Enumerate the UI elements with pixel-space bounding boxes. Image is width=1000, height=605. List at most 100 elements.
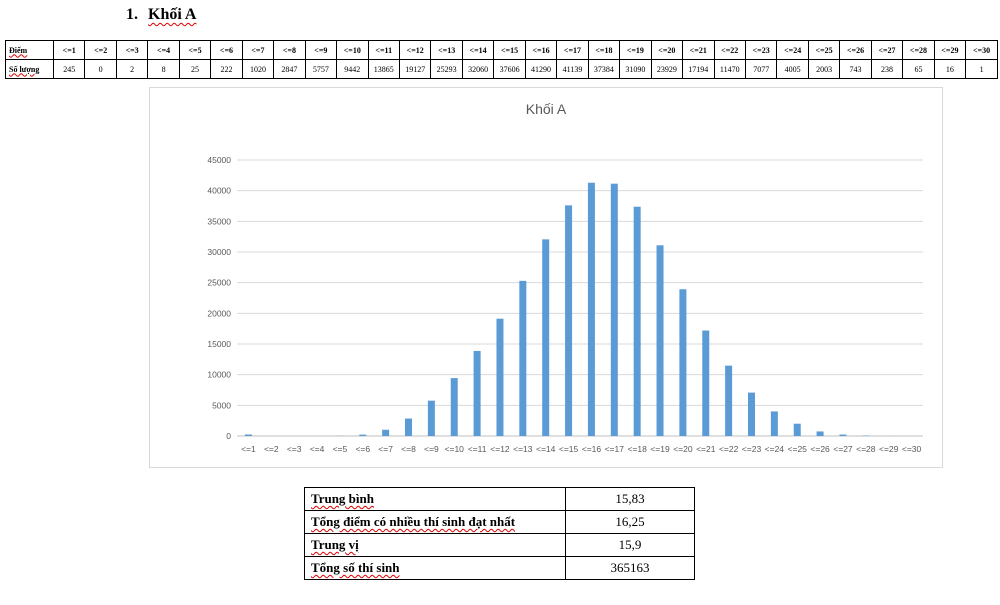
bar	[427, 400, 435, 436]
x-tick-label: <=15	[559, 444, 579, 454]
bar	[748, 392, 755, 436]
score-bucket-header: <=30	[965, 40, 998, 60]
x-tick-label: <=17	[605, 444, 625, 454]
score-bucket-header: <=28	[902, 40, 935, 60]
score-bucket-count: 17194	[682, 59, 715, 79]
stat-label: Tổng điểm có nhiều thí sinh đạt nhất	[304, 510, 566, 534]
score-bucket-header: <=22	[713, 40, 746, 60]
bar	[839, 434, 847, 436]
stat-row: Trung bình 15,83	[304, 487, 695, 511]
bar	[656, 245, 664, 436]
score-bucket-header: <=6	[210, 40, 243, 60]
y-tick-label: 30000	[207, 247, 231, 257]
bar	[702, 330, 710, 436]
score-bucket-count: 19127	[398, 59, 432, 79]
statistics-table: Trung bình 15,83 Tổng điểm có nhiều thí si…	[304, 487, 695, 580]
bar	[610, 183, 618, 436]
bar	[244, 434, 252, 436]
bar-chart: Khối A 0 5000 10000 15000 20000 25000 30000 350…	[207, 101, 923, 454]
score-bucket-header: <=13	[430, 40, 463, 60]
y-tick-label: 5000	[212, 400, 231, 410]
score-bucket-count: 4005	[776, 59, 809, 79]
chart-container: Khối A 0 5000 10000 15000 20000 25000 30000 350…	[149, 87, 943, 468]
x-tick-label: <=18	[627, 444, 647, 454]
bar	[725, 365, 733, 436]
x-tick-label: <=22	[719, 444, 739, 454]
x-tick-label: <=7	[378, 444, 393, 454]
y-tick-label: 35000	[207, 216, 231, 226]
score-bucket-header: <=27	[870, 40, 904, 60]
score-bucket-count: 222	[210, 59, 243, 79]
section-number: 1.	[126, 6, 138, 23]
score-bucket-count: 25	[178, 59, 212, 79]
x-tick-label: <=27	[833, 444, 853, 454]
x-tick-label: <=28	[856, 444, 876, 454]
score-bucket-count: 2847	[273, 59, 306, 79]
score-bucket-count: 25293	[430, 59, 463, 79]
x-tick-label: <=24	[765, 444, 785, 454]
bar	[770, 411, 778, 436]
stat-label-text: Trung bình	[311, 491, 374, 506]
score-bucket-count: 9442	[336, 59, 369, 79]
score-bucket-header: <=9	[304, 40, 338, 60]
score-bucket-header: <=7	[241, 40, 275, 60]
stat-label-text: Tổng điểm có nhiều thí sinh đạt nhất	[311, 514, 516, 529]
score-bucket-header: <=20	[650, 40, 684, 60]
stat-value: 15,9	[565, 533, 695, 557]
score-bucket-header: <=17	[556, 40, 589, 60]
score-bucket-count: 8	[147, 59, 180, 79]
bar	[565, 205, 573, 436]
x-tick-label: <=14	[536, 444, 556, 454]
stat-label-text: Trung vị	[311, 537, 359, 552]
bar	[679, 289, 687, 436]
score-bucket-header: <=10	[336, 40, 369, 60]
x-tick-label: <=2	[264, 444, 279, 454]
score-bucket-count: 2003	[807, 59, 841, 79]
score-bucket-count: 37384	[587, 59, 621, 79]
y-tick-label: 10000	[207, 370, 231, 380]
score-bucket-count: 743	[839, 59, 872, 79]
score-header-row: Điểm <=1 <=2 <=3 <=4 <=5 <=6 <=7 <=8 <=9 <=10 <=11…	[5, 40, 998, 60]
score-bucket-header: <=8	[273, 40, 306, 60]
stat-row: Trung vị 15,9	[304, 533, 695, 557]
y-tick-label: 15000	[207, 339, 231, 349]
score-bucket-header: <=3	[115, 40, 149, 60]
x-tick-label: <=29	[879, 444, 899, 454]
score-bucket-header: <=24	[776, 40, 809, 60]
x-tick-label: <=10	[445, 444, 465, 454]
stat-label-text: Tổng số thí sinh	[311, 560, 400, 575]
score-bucket-count: 2	[115, 59, 149, 79]
score-bucket-count: 11470	[713, 59, 746, 79]
score-bucket-header: <=5	[178, 40, 212, 60]
x-tick-label: <=8	[401, 444, 416, 454]
score-bucket-header: <=19	[619, 40, 652, 60]
x-tick-label: <=23	[742, 444, 762, 454]
y-tick-label: 0	[226, 431, 231, 441]
score-bucket-header: <=2	[84, 40, 117, 60]
x-tick-label: <=12	[490, 444, 510, 454]
bar	[633, 206, 641, 436]
x-tick-label: <=1	[241, 444, 256, 454]
stat-row: Tổng số thí sinh 365163	[304, 556, 695, 580]
score-bucket-header: <=21	[682, 40, 715, 60]
stat-value: 16,25	[565, 510, 695, 534]
score-distribution-table: Điểm <=1 <=2 <=3 <=4 <=5 <=6 <=7 <=8 <=9 <=10 <=11…	[5, 40, 998, 79]
y-tick-label: 20000	[207, 308, 231, 318]
x-tick-label: <=25	[788, 444, 808, 454]
stat-label: Tổng số thí sinh	[304, 556, 566, 580]
x-tick-label: <=4	[310, 444, 325, 454]
score-bucket-header: <=23	[744, 40, 778, 60]
stat-label: Trung bình	[304, 487, 566, 511]
score-bucket-count: 5757	[304, 59, 338, 79]
score-bucket-count: 0	[84, 59, 117, 79]
chart-title: Khối A	[526, 101, 567, 117]
score-bucket-header: <=1	[52, 40, 86, 60]
x-tick-label: <=6	[355, 444, 370, 454]
x-tick-label: <=5	[333, 444, 348, 454]
score-bucket-count: 238	[870, 59, 904, 79]
x-tick-label: <=16	[582, 444, 602, 454]
x-tick-label: <=26	[810, 444, 830, 454]
score-bucket-header: <=16	[524, 40, 558, 60]
x-tick-label: <=13	[513, 444, 533, 454]
bar	[359, 434, 367, 436]
